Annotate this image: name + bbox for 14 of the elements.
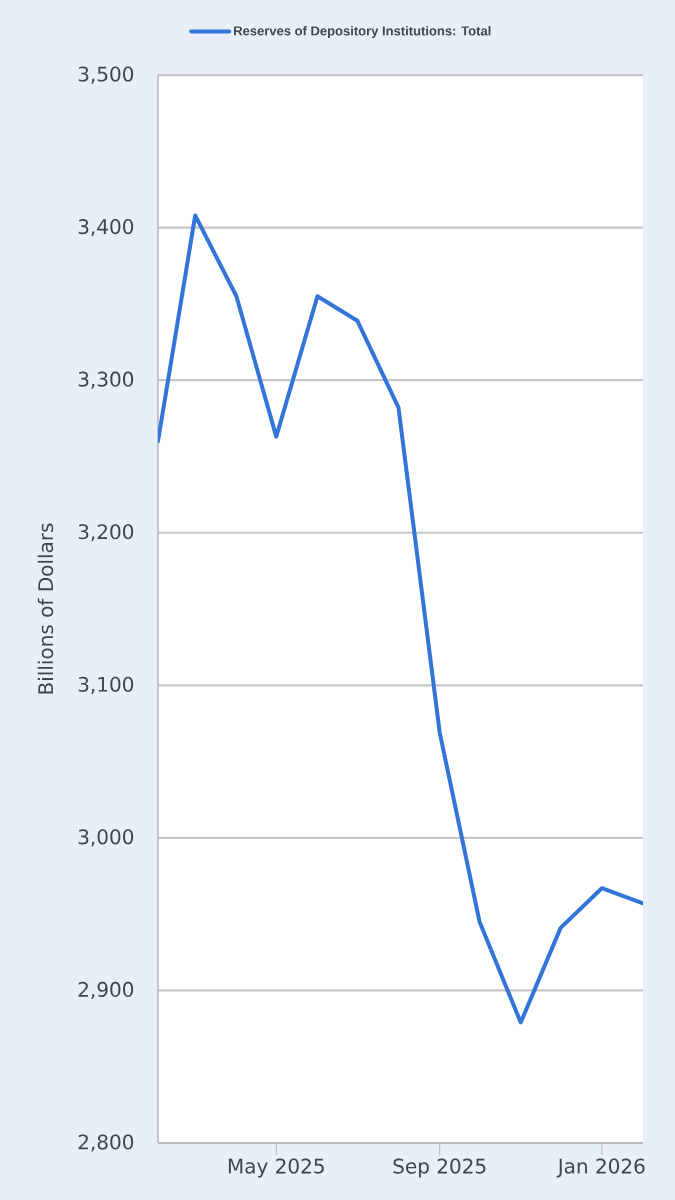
legend-label: Reserves of Depository Institutions: Total	[234, 25, 491, 39]
y-tick-label: 3,000	[78, 829, 134, 847]
y-tick-label: 3,500	[78, 66, 134, 84]
x-tick-label: Sep 2025	[393, 1158, 486, 1178]
line-series	[158, 213, 644, 1025]
y-tick-label: 3,400	[78, 219, 134, 237]
y-tick-label: 2,900	[78, 981, 134, 1000]
y-tick-label: 2,800	[78, 1134, 134, 1152]
y-tick-label: 3,100	[78, 676, 134, 694]
y-tick-label: 3,200	[78, 524, 134, 542]
x-tick-label: Jan 2026	[556, 1158, 645, 1178]
x-tick-label: May 2025	[228, 1158, 324, 1178]
y-tick-label: 3,300	[78, 371, 134, 389]
y-axis-title: Billions of Dollars	[37, 523, 54, 694]
